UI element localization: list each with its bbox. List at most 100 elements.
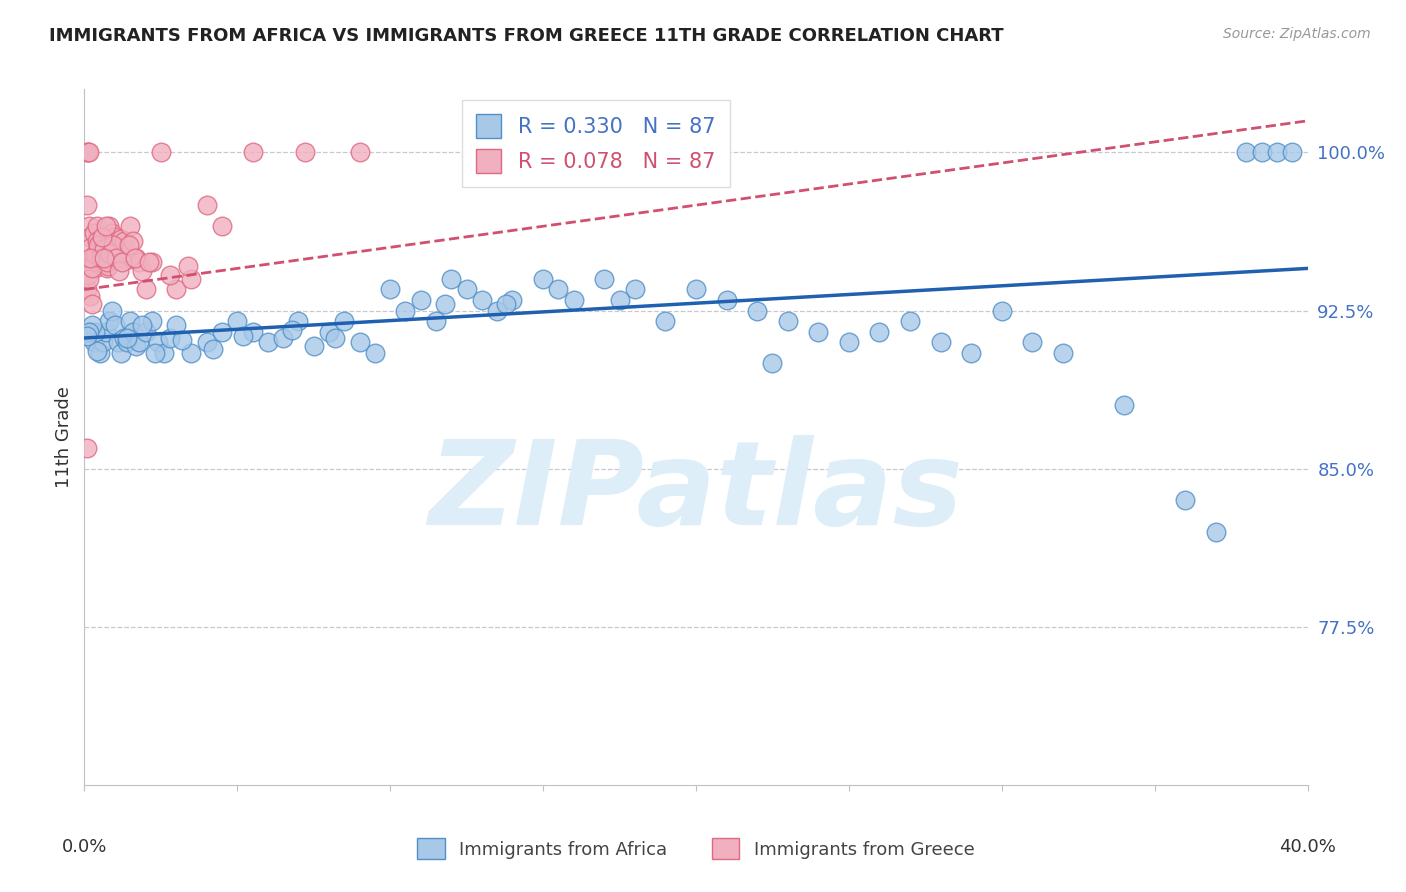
Point <box>172 333 194 347</box>
Point <box>77 272 100 286</box>
Point <box>79 289 101 303</box>
Point <box>93 251 115 265</box>
Point <box>486 303 509 318</box>
Point <box>91 240 114 254</box>
Point <box>294 145 316 160</box>
Point <box>111 243 134 257</box>
Point <box>97 219 120 234</box>
Point <box>177 260 200 274</box>
Point <box>77 268 100 282</box>
Point <box>159 268 181 282</box>
Point <box>84 325 107 339</box>
Text: 40.0%: 40.0% <box>1279 838 1336 856</box>
Point <box>103 240 125 254</box>
Point <box>165 318 187 333</box>
Point <box>83 251 105 265</box>
Point <box>153 345 176 359</box>
Point <box>82 255 104 269</box>
Point <box>77 219 100 234</box>
Point <box>76 198 98 212</box>
Point <box>302 339 325 353</box>
Point <box>79 251 101 265</box>
Point <box>77 145 100 160</box>
Point <box>80 261 103 276</box>
Point <box>120 219 142 234</box>
Point <box>80 318 103 333</box>
Point <box>271 331 294 345</box>
Point <box>80 297 103 311</box>
Point <box>110 345 132 359</box>
Point <box>76 145 98 160</box>
Point <box>76 145 98 160</box>
Point <box>128 335 150 350</box>
Point <box>76 329 98 343</box>
Point <box>98 229 121 244</box>
Point <box>349 145 371 160</box>
Point <box>90 251 112 265</box>
Point <box>87 238 110 252</box>
Point <box>323 331 346 345</box>
Point <box>318 325 340 339</box>
Point <box>98 234 121 248</box>
Point <box>1052 345 1074 359</box>
Point <box>114 252 136 267</box>
Point <box>94 257 117 271</box>
Point <box>593 272 616 286</box>
Point <box>97 314 120 328</box>
Point <box>456 283 478 297</box>
Point <box>118 238 141 252</box>
Point <box>124 251 146 265</box>
Point <box>159 331 181 345</box>
Point <box>898 314 921 328</box>
Point <box>105 240 128 254</box>
Point <box>87 238 110 252</box>
Point <box>89 345 111 359</box>
Point <box>83 246 105 260</box>
Point <box>143 345 166 359</box>
Point <box>76 441 98 455</box>
Point <box>364 345 387 359</box>
Point <box>100 243 122 257</box>
Point <box>394 303 416 318</box>
Point <box>115 331 138 345</box>
Point <box>93 243 115 257</box>
Point <box>96 249 118 263</box>
Point <box>131 318 153 333</box>
Point <box>79 229 101 244</box>
Point <box>131 263 153 277</box>
Point <box>654 314 676 328</box>
Text: Source: ZipAtlas.com: Source: ZipAtlas.com <box>1223 27 1371 41</box>
Point <box>232 329 254 343</box>
Point <box>425 314 447 328</box>
Point <box>807 325 830 339</box>
Y-axis label: 11th Grade: 11th Grade <box>55 386 73 488</box>
Text: IMMIGRANTS FROM AFRICA VS IMMIGRANTS FROM GREECE 11TH GRADE CORRELATION CHART: IMMIGRANTS FROM AFRICA VS IMMIGRANTS FRO… <box>49 27 1004 45</box>
Point <box>96 261 118 276</box>
Point <box>242 325 264 339</box>
Point <box>1205 524 1227 539</box>
Point <box>89 246 111 260</box>
Point <box>122 234 145 248</box>
Point <box>125 339 148 353</box>
Point <box>1281 145 1303 160</box>
Point <box>94 251 117 265</box>
Text: ZIPatlas: ZIPatlas <box>429 435 963 550</box>
Point <box>624 283 647 297</box>
Point <box>380 283 402 297</box>
Point <box>685 283 707 297</box>
Point <box>869 325 891 339</box>
Legend: Immigrants from Africa, Immigrants from Greece: Immigrants from Africa, Immigrants from … <box>411 831 981 866</box>
Point <box>91 244 114 259</box>
Point <box>1174 493 1197 508</box>
Point <box>101 238 124 252</box>
Point <box>86 343 108 358</box>
Point <box>97 260 120 274</box>
Point <box>86 234 108 248</box>
Point <box>242 145 264 160</box>
Point <box>1265 145 1288 160</box>
Point <box>471 293 494 307</box>
Point <box>135 325 157 339</box>
Point <box>287 314 309 328</box>
Point <box>77 325 100 339</box>
Point <box>115 244 138 259</box>
